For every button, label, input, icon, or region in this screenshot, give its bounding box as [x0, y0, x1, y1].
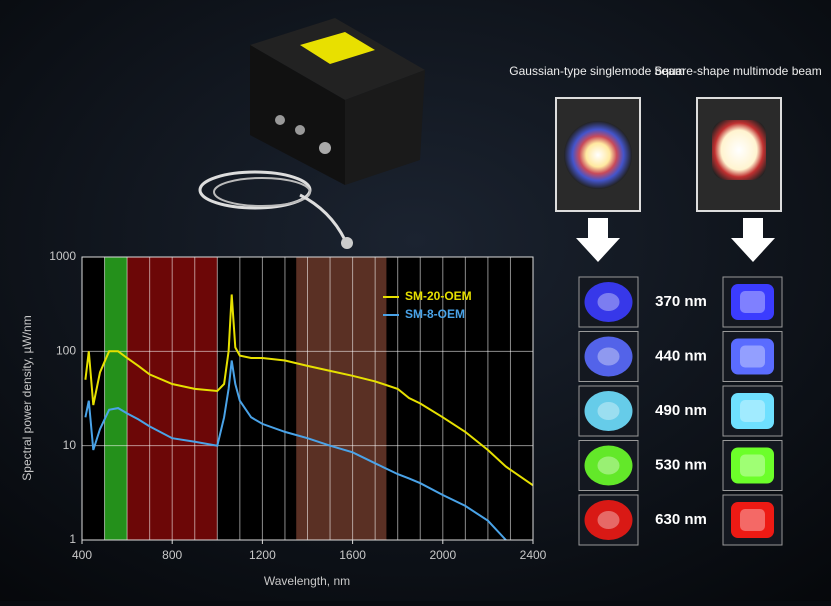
- legend-label: SM-20-OEM: [405, 289, 472, 303]
- square-core: [740, 509, 765, 531]
- beam-header: Square-shape multimode beam: [654, 64, 821, 78]
- x-tick-label: 1600: [339, 548, 366, 562]
- x-tick-label: 2000: [429, 548, 456, 562]
- wavelength-label: 530 nm: [655, 456, 707, 473]
- gaussian-beam: [584, 500, 633, 540]
- beam-header: Gaussian-type singlemode beam: [509, 64, 684, 78]
- plot-frame: [81, 256, 534, 541]
- square-beam: [731, 502, 774, 538]
- y-tick-label: 1000: [49, 249, 76, 263]
- square-beam: [731, 284, 774, 320]
- gaussian-core: [597, 402, 620, 420]
- shaded-band: [104, 257, 128, 540]
- gaussian-core: [597, 347, 620, 366]
- x-axis-title: Wavelength, nm: [264, 574, 350, 588]
- wavelength-label: 490 nm: [655, 402, 707, 419]
- x-tick-label: 800: [162, 548, 182, 562]
- beam-photos: [555, 97, 782, 262]
- square-beam: [731, 393, 774, 429]
- y-tick-label: 10: [63, 438, 77, 452]
- wavelength-label: 440 nm: [655, 347, 707, 364]
- gaussian-core: [597, 456, 620, 475]
- square-core: [740, 291, 765, 313]
- y-axis-title: Spectral power density, µW/nm: [20, 315, 34, 480]
- series-line: [84, 360, 507, 541]
- wavelength-label: 630 nm: [655, 511, 707, 528]
- gaussian-core: [597, 293, 620, 311]
- x-tick-label: 400: [72, 548, 92, 562]
- gaussian-beam: [584, 391, 633, 431]
- square-beam: [731, 447, 774, 484]
- wavelength-label: 370 nm: [655, 293, 707, 310]
- gaussian-core: [597, 511, 620, 529]
- series-line: [84, 294, 534, 487]
- square-core: [740, 454, 765, 477]
- product-photo: [198, 18, 425, 249]
- square-core: [740, 400, 765, 422]
- gaussian-beam: [584, 336, 633, 377]
- y-tick-label: 100: [56, 344, 76, 358]
- shaded-band: [296, 257, 387, 540]
- square-core: [740, 345, 765, 368]
- legend-label: SM-8-OEM: [405, 307, 465, 321]
- x-tick-label: 1200: [249, 548, 276, 562]
- y-tick-label: 1: [69, 532, 76, 546]
- gaussian-beam: [584, 445, 633, 486]
- gaussian-beam: [584, 282, 633, 322]
- x-tick-label: 2400: [520, 548, 547, 562]
- square-beam: [731, 338, 774, 375]
